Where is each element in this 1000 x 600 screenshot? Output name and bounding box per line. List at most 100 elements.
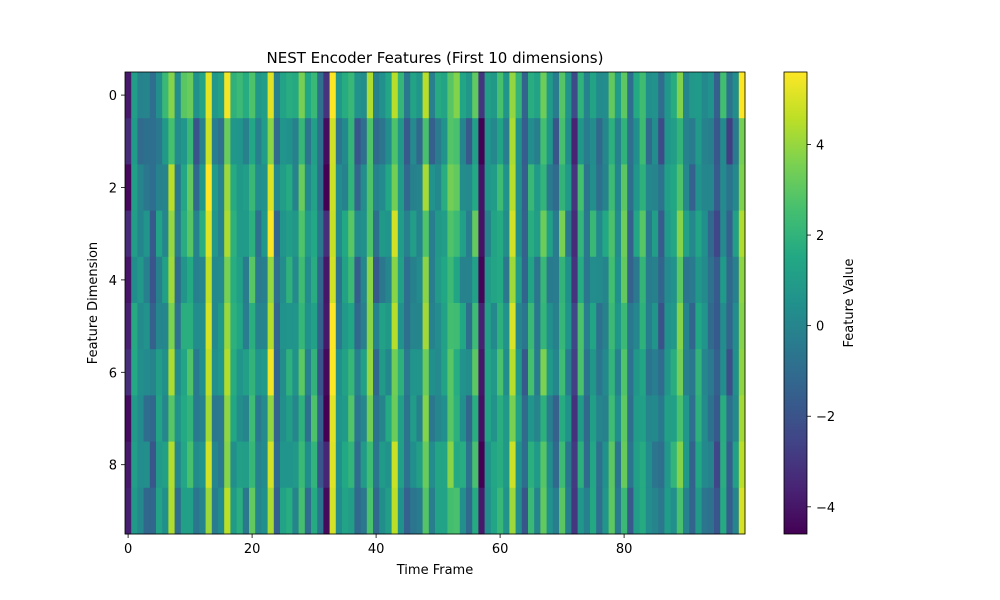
heatmap-cell <box>280 256 287 304</box>
heatmap-cell <box>658 395 665 442</box>
heatmap-cell <box>348 164 355 211</box>
heatmap-cell <box>490 210 498 258</box>
heatmap-cell <box>571 256 578 304</box>
heatmap-cell <box>633 118 640 165</box>
heatmap-cell <box>205 349 213 396</box>
heatmap-cell <box>478 349 485 396</box>
heatmap-cell <box>695 118 702 165</box>
heatmap-cell <box>546 441 554 489</box>
heatmap-cell <box>249 303 256 350</box>
heatmap-cell <box>540 256 547 304</box>
heatmap-cell <box>621 210 628 258</box>
heatmap-cell <box>286 256 293 304</box>
heatmap-cell <box>373 164 380 211</box>
heatmap-cell <box>391 349 399 396</box>
heatmap-cell <box>447 256 454 304</box>
heatmap-cell <box>490 395 498 442</box>
heatmap-cell <box>273 164 281 211</box>
heatmap-cell <box>211 118 219 165</box>
heatmap-cell <box>422 164 430 211</box>
heatmap-cell <box>459 303 467 350</box>
heatmap-cell <box>193 395 200 442</box>
heatmap-cell <box>311 118 318 165</box>
heatmap-cell <box>410 72 417 119</box>
heatmap-cell <box>236 349 244 396</box>
heatmap-cell <box>273 303 281 350</box>
heatmap-cell <box>577 349 585 396</box>
heatmap-cell <box>410 395 417 442</box>
heatmap-cell <box>174 210 182 258</box>
heatmap-cell <box>292 303 299 350</box>
heatmap-cell <box>559 487 566 535</box>
heatmap-cell <box>360 349 368 396</box>
heatmap-cell <box>590 210 597 258</box>
heatmap-cell <box>738 303 746 350</box>
heatmap-cell <box>422 210 430 258</box>
heatmap-cell <box>292 210 299 258</box>
heatmap-cell <box>590 164 597 211</box>
heatmap-cell <box>180 256 188 304</box>
heatmap-cell <box>701 349 709 396</box>
heatmap-cell <box>273 118 281 165</box>
heatmap-cell <box>639 349 647 396</box>
heatmap-cell <box>521 303 529 350</box>
heatmap-cell <box>428 164 436 211</box>
heatmap-cell <box>162 487 169 535</box>
heatmap-cell <box>596 487 603 535</box>
heatmap-cell <box>441 118 448 165</box>
heatmap-cell <box>280 441 287 489</box>
heatmap-cell <box>311 349 318 396</box>
heatmap-cell <box>156 349 163 396</box>
heatmap-cell <box>261 118 268 165</box>
heatmap-cell <box>583 164 591 211</box>
heatmap-cell <box>149 441 157 489</box>
heatmap-cell <box>441 395 448 442</box>
heatmap-cell <box>602 441 609 489</box>
heatmap-cell <box>639 72 647 119</box>
heatmap-cell <box>304 118 312 165</box>
heatmap-cells <box>125 72 746 535</box>
heatmap-cell <box>149 72 157 119</box>
heatmap-cell <box>317 256 324 304</box>
heatmap-cell <box>645 256 653 304</box>
heatmap-cell <box>590 349 597 396</box>
heatmap-cell <box>441 441 448 489</box>
heatmap-cell <box>664 487 671 535</box>
heatmap-cell <box>608 487 616 535</box>
heatmap-cell <box>738 210 746 258</box>
heatmap-cell <box>571 487 578 535</box>
heatmap-cell <box>323 164 330 211</box>
heatmap-cell <box>168 303 175 350</box>
heatmap-cell <box>354 72 361 119</box>
heatmap-cell <box>149 118 157 165</box>
heatmap-cell <box>162 395 169 442</box>
heatmap-cell <box>391 256 399 304</box>
heatmap-cell <box>596 349 603 396</box>
heatmap-cell <box>720 118 727 165</box>
heatmap-cell <box>360 303 368 350</box>
heatmap-cell <box>149 210 157 258</box>
heatmap-cell <box>720 256 727 304</box>
heatmap-cell <box>292 256 299 304</box>
heatmap-cell <box>552 487 560 535</box>
heatmap-cell <box>441 210 448 258</box>
heatmap-cell <box>218 256 225 304</box>
heatmap-cell <box>410 441 417 489</box>
heatmap-cell <box>633 349 640 396</box>
heatmap-cell <box>280 487 287 535</box>
heatmap-cell <box>664 210 671 258</box>
heatmap-cell <box>199 303 206 350</box>
heatmap-cell <box>410 303 417 350</box>
heatmap-cell <box>273 256 281 304</box>
heatmap-cell <box>149 303 157 350</box>
heatmap-cell <box>472 210 479 258</box>
heatmap-cell <box>317 395 324 442</box>
heatmap-cell <box>230 303 237 350</box>
heatmap-cell <box>143 210 151 258</box>
heatmap-cell <box>292 487 299 535</box>
heatmap-cell <box>466 349 473 396</box>
heatmap-cell <box>676 210 684 258</box>
heatmap-cell <box>230 395 237 442</box>
heatmap-cell <box>683 210 690 258</box>
heatmap-cell <box>707 395 715 442</box>
